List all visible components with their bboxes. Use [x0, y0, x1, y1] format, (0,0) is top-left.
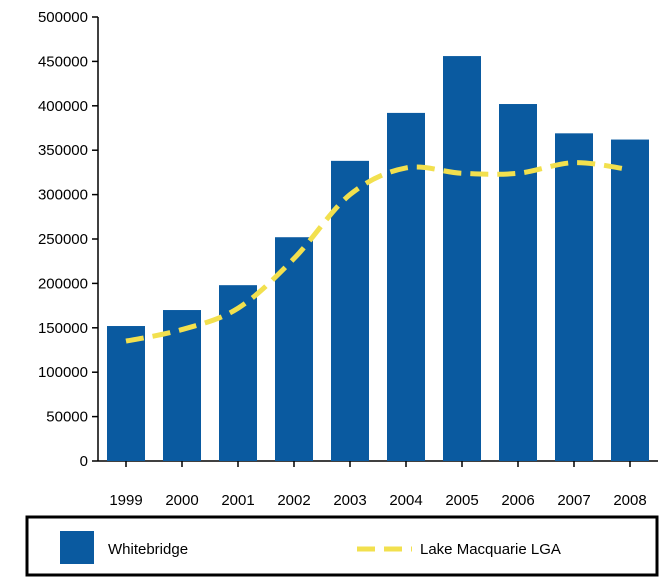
legend-box: [25, 515, 659, 577]
y-tick-label: 500000: [38, 9, 88, 26]
bar-whitebridge: [555, 133, 593, 461]
y-tick-label: 50000: [46, 409, 88, 426]
y-tick-label: 400000: [38, 98, 88, 115]
x-tick-label: 2001: [221, 492, 254, 509]
x-tick-label: 2007: [557, 492, 590, 509]
x-tick-label: 2008: [613, 492, 646, 509]
y-tick-label: 200000: [38, 275, 88, 292]
line-lake-macquarie: [125, 160, 631, 344]
bar-whitebridge: [611, 139, 649, 461]
y-tick-label: 0: [80, 453, 88, 470]
bar-whitebridge: [107, 326, 145, 461]
y-tick-label: 150000: [38, 320, 88, 337]
legend-swatch-whitebridge: [60, 531, 94, 564]
x-axis: 1999 2000 2001 2002 2003 2004 2005 2006 2007 2008: [98, 460, 658, 509]
x-tick-label: 2000: [165, 492, 198, 509]
bar-series-whitebridge: [107, 56, 649, 462]
legend-label-whitebridge: Whitebridge: [108, 541, 188, 558]
x-tick-label: 1999: [109, 492, 142, 509]
legend: Whitebridge Lake Macquarie LGA: [25, 515, 659, 577]
y-tick-label: 300000: [38, 187, 88, 204]
bar-whitebridge: [443, 56, 481, 462]
legend-label-lake-macquarie: Lake Macquarie LGA: [420, 541, 561, 558]
x-tick-label: 2004: [389, 492, 422, 509]
x-tick-label: 2005: [445, 492, 478, 509]
bar-whitebridge: [331, 160, 369, 461]
bar-whitebridge: [219, 285, 257, 461]
bar-whitebridge: [499, 104, 537, 462]
x-tick-label: 2006: [501, 492, 534, 509]
x-tick-label: 2003: [333, 492, 366, 509]
y-axis: 0 50000 100000 150000 200000 250000 300000 3500…: [38, 9, 99, 470]
line-series-lake-macquarie: [125, 160, 631, 344]
y-tick-label: 100000: [38, 364, 88, 381]
y-tick-label: 350000: [38, 142, 88, 159]
x-tick-label: 2002: [277, 492, 310, 509]
y-tick-label: 250000: [38, 231, 88, 248]
y-tick-label: 450000: [38, 53, 88, 70]
